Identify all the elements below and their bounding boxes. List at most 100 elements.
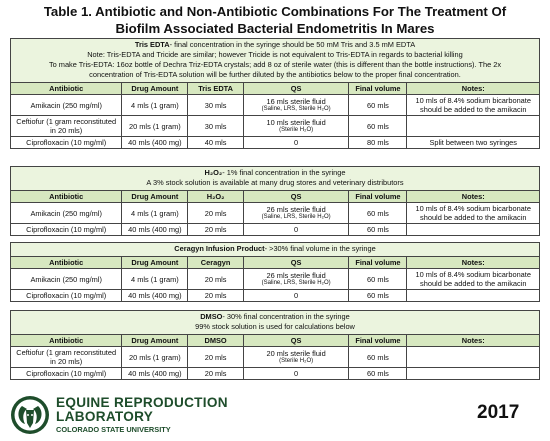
cell-final-volume: 80 mls [348, 136, 408, 149]
table-row: Ciprofloxacin (10 mg/ml) 40 mls (400 mg) 2… [11, 289, 539, 302]
qs-amount: 0 [294, 225, 299, 234]
dmso-header-row: Antibiotic Drug Amount DMSO QS Final volume N… [11, 335, 539, 347]
ceragyn-section: Ceragyn Infusion Product- >30% final vol… [10, 242, 540, 302]
cell-drug-amount: 4 mls (1 gram) [121, 94, 189, 116]
cell-final-volume: 60 mls [348, 94, 408, 116]
column-header-drug-amount: Drug Amount [121, 83, 189, 95]
column-header-qs: QS [243, 191, 350, 203]
tris-edta-heading: Tris EDTA [134, 40, 170, 49]
cell-qs: 20 mls sterile fluid (Sterile H₂O) [243, 346, 350, 368]
cell-qs: 0 [243, 136, 350, 149]
dmso-concentration: - 30% final concentration in the syringe [222, 312, 350, 321]
h2o2-section: H₂O₂- 1% final concentration in the syri… [10, 166, 540, 236]
cell-antibiotic: Ciprofloxacin (10 mg/ml) [11, 289, 123, 302]
h2o2-header-row: Antibiotic Drug Amount H₂O₂ QS Final volume N… [11, 191, 539, 203]
cell-notes [406, 367, 539, 380]
column-header-agent: H₂O₂ [187, 191, 244, 203]
cell-notes [406, 223, 539, 236]
cell-antibiotic: Ciprofloxacin (10 mg/ml) [11, 223, 123, 236]
column-header-qs: QS [243, 257, 350, 269]
dmso-section: DMSO- 30% final concentration in the syr… [10, 310, 540, 380]
column-header-notes: Notes: [406, 257, 539, 269]
cell-final-volume: 60 mls [348, 223, 408, 236]
qs-fluid-type: (Sterile H₂O) [279, 358, 314, 364]
tris-edta-concentration: - final concentration in the syringe sho… [169, 40, 416, 49]
cell-antibiotic: Amikacin (250 mg/ml) [11, 94, 123, 116]
column-header-antibiotic: Antibiotic [11, 191, 123, 203]
cell-qs: 26 mls sterile fluid (Saline, LRS, Steril… [243, 202, 350, 224]
column-header-notes: Notes: [406, 335, 539, 347]
table-row: Amikacin (250 mg/ml) 4 mls (1 gram) 30 mls… [11, 94, 539, 116]
qs-amount: 0 [294, 291, 299, 300]
cell-final-volume: 60 mls [348, 289, 408, 302]
cell-drug-amount: 4 mls (1 gram) [121, 202, 189, 224]
cell-agent: 30 mls [187, 94, 244, 116]
ceragyn-header: Ceragyn Infusion Product- >30% final vol… [11, 243, 539, 257]
h2o2-table: Antibiotic Drug Amount H₂O₂ QS Final volume N… [11, 191, 539, 236]
column-header-drug-amount: Drug Amount [121, 191, 189, 203]
cell-notes [406, 289, 539, 302]
org-name-line-2: LABORATORY [56, 409, 154, 424]
tris-edta-section: Tris EDTA- final concentration in the sy… [10, 38, 540, 149]
page-title-line-1: Table 1. Antibiotic and Non-Antibiotic C… [43, 4, 507, 19]
tris-edta-table: Antibiotic Drug Amount Tris EDTA QS Final vo… [11, 83, 539, 149]
h2o2-note: A 3% stock solution is available at many… [146, 178, 404, 187]
ceragyn-concentration: - >30% final volume in the syringe [264, 244, 376, 253]
table-row: Ceftiofur (1 gram reconstituted in 20 ml… [11, 115, 539, 137]
cell-qs: 0 [243, 289, 350, 302]
table-row: Amikacin (250 mg/ml) 4 mls (1 gram) 20 mls… [11, 202, 539, 224]
org-name-line-1: EQUINE REPRODUCTION [56, 395, 228, 410]
column-header-final-volume: Final volume [348, 83, 408, 95]
cell-drug-amount: 20 mls (1 gram) [121, 346, 189, 368]
qs-fluid-type: (Saline, LRS, Sterile H₂O) [261, 214, 331, 220]
cell-antibiotic: Amikacin (250 mg/ml) [11, 268, 123, 290]
cell-drug-amount: 40 mls (400 mg) [121, 289, 189, 302]
cell-final-volume: 60 mls [348, 367, 408, 380]
qs-amount: 0 [294, 138, 299, 147]
column-header-final-volume: Final volume [348, 335, 408, 347]
column-header-drug-amount: Drug Amount [121, 335, 189, 347]
column-header-antibiotic: Antibiotic [11, 83, 123, 95]
column-header-drug-amount: Drug Amount [121, 257, 189, 269]
table-row: Ceftiofur (1 gram reconstituted in 20 ml… [11, 346, 539, 368]
dmso-table: Antibiotic Drug Amount DMSO QS Final volume N… [11, 335, 539, 380]
year-label: 2017 [477, 402, 520, 423]
cell-notes [406, 115, 539, 137]
cell-qs: 16 mls sterile fluid (Saline, LRS, Steril… [243, 94, 350, 116]
column-header-antibiotic: Antibiotic [11, 335, 123, 347]
table-row: Ciprofloxacin (10 mg/ml) 40 mls (400 mg) 4… [11, 136, 539, 149]
cell-agent: 20 mls [187, 346, 244, 368]
column-header-notes: Notes: [406, 83, 539, 95]
qs-amount: 26 mls sterile fluid [266, 205, 326, 214]
qs-fluid-type: (Saline, LRS, Sterile H₂O) [261, 280, 331, 286]
tris-edta-note: Note: Tris-EDTA and Tricide are similar;… [87, 50, 463, 59]
qs-amount: 20 mls sterile fluid [266, 349, 326, 358]
dmso-note: 99% stock solution is used for calculati… [195, 322, 355, 331]
cell-antibiotic: Ceftiofur (1 gram reconstituted in 20 ml… [11, 346, 123, 368]
cell-notes: 10 mls of 8.4% sodium bicarbonate should… [406, 94, 539, 116]
erl-logo: EQUINE REPRODUCTION LABORATORY COLORADO … [10, 393, 310, 437]
qs-amount: 16 mls sterile fluid [266, 97, 326, 106]
column-header-final-volume: Final volume [348, 257, 408, 269]
cell-agent: 40 mls [187, 136, 244, 149]
cell-notes: 10 mls of 8.4% sodium bicarbonate should… [406, 268, 539, 290]
cell-agent: 30 mls [187, 115, 244, 137]
qs-amount: 26 mls sterile fluid [266, 271, 326, 280]
table-row: Ciprofloxacin (10 mg/ml) 40 mls (400 mg) 2… [11, 223, 539, 236]
cell-notes [406, 346, 539, 368]
cell-final-volume: 60 mls [348, 268, 408, 290]
column-header-agent: Ceragyn [187, 257, 244, 269]
ceragyn-heading: Ceragyn Infusion Product [174, 244, 265, 253]
qs-amount: 10 mls sterile fluid [266, 118, 326, 127]
cell-antibiotic: Ciprofloxacin (10 mg/ml) [11, 367, 123, 380]
tris-edta-header: Tris EDTA- final concentration in the sy… [11, 39, 539, 83]
h2o2-header: H₂O₂- 1% final concentration in the syri… [11, 167, 539, 191]
column-header-qs: QS [243, 83, 350, 95]
dmso-heading: DMSO [200, 312, 223, 321]
ceragyn-table: Antibiotic Drug Amount Ceragyn QS Final volu… [11, 257, 539, 302]
tris-edta-instructions-1: To make Tris-EDTA: 16oz bottle of Dechra… [48, 60, 502, 69]
ram-logo-icon [11, 396, 49, 434]
cell-qs: 0 [243, 367, 350, 380]
cell-notes: Split between two syringes [406, 136, 539, 149]
table-row: Ciprofloxacin (10 mg/ml) 40 mls (400 mg) 2… [11, 367, 539, 380]
